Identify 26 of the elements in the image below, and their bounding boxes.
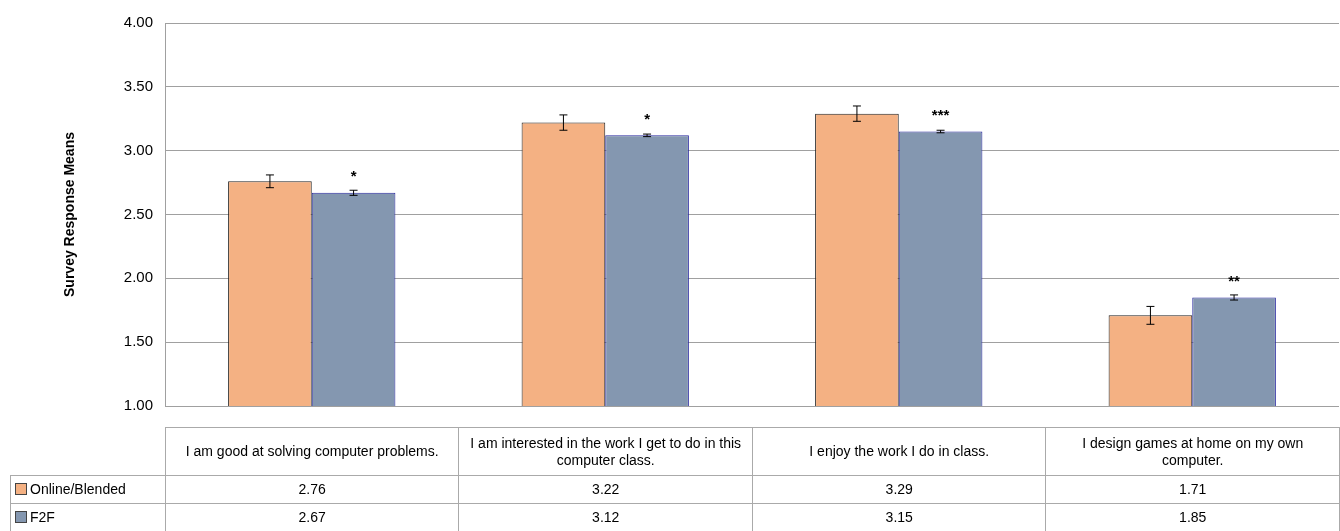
- y-tick-label: 1.00: [123, 396, 153, 414]
- y-tick-label: 4.00: [123, 13, 153, 31]
- annotation: **: [1228, 272, 1241, 290]
- legend-label: Online/Blended: [10, 475, 166, 504]
- data-label: 1.71: [1045, 475, 1340, 504]
- y-tick-label: 2.50: [123, 204, 153, 222]
- x-tick-label: I enjoy the work I do in class.: [752, 427, 1046, 476]
- data-label: 3.12: [458, 503, 753, 531]
- x-tick-label: I design games at home on my own computer.: [1045, 427, 1340, 476]
- x-tick-label: I am good at solving computer problems.: [165, 427, 459, 476]
- y-tick-label: 1.50: [123, 332, 153, 350]
- data-label: 1.85: [1045, 503, 1340, 531]
- annotation: *: [350, 167, 357, 185]
- legend-label: F2F: [10, 503, 166, 531]
- annotation: *: [644, 109, 651, 127]
- y-axis-title: Survey Response Means: [61, 131, 78, 297]
- y-tick-label: 3.00: [123, 140, 153, 158]
- data-label: 3.22: [458, 475, 753, 504]
- data-label: 3.15: [752, 503, 1046, 531]
- x-tick-label: I am interested in the work I get to do in this computer class.: [458, 427, 753, 476]
- data-label: 3.29: [752, 475, 1046, 504]
- data-label: 2.76: [165, 475, 459, 504]
- y-tick-label: 2.00: [123, 268, 153, 286]
- y-tick-label: 3.50: [123, 76, 153, 94]
- data-label: 2.67: [165, 503, 459, 531]
- annotation: ***: [931, 106, 950, 124]
